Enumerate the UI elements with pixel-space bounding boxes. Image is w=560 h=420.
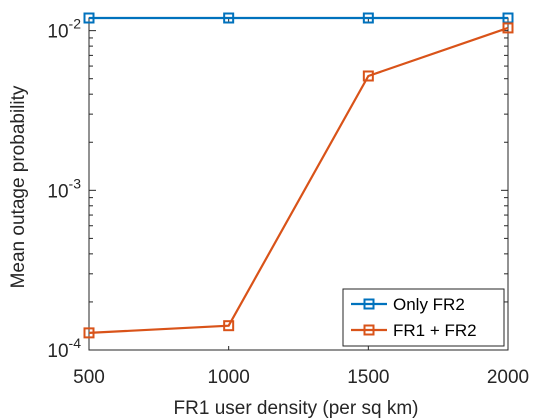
series-marker-0 [362,12,374,24]
series-group [83,12,514,339]
legend-label-1: FR1 + FR2 [393,321,477,340]
legend-marker-1 [363,324,375,336]
series-marker-1 [502,22,514,34]
y-axis-label: Mean outage probability [8,85,29,288]
x-tick-label: 2000 [487,367,529,388]
y-tick-label: 10-2 [47,16,81,43]
series-marker-0 [83,12,95,24]
x-tick-label: 1000 [208,367,250,388]
series-line-1 [88,26,509,334]
x-tick-label: 1500 [347,367,389,388]
y-tick-label: 10-4 [47,335,81,362]
legend-label-0: Only FR2 [393,295,465,314]
legend-marker-0 [363,298,375,310]
series-marker-1 [362,70,374,82]
series-marker-1 [223,320,235,332]
axes-group: 500 1000 1500 2000 10-2 10-3 10-4 [47,16,529,388]
x-axis-label: FR1 user density (per sq km) [174,398,419,419]
x-tick-label: 500 [73,367,105,388]
series-marker-0 [223,12,235,24]
legend: Only FR2 FR1 + FR2 [342,288,505,347]
y-tick-label: 10-3 [47,175,81,202]
series-marker-1 [83,327,95,339]
